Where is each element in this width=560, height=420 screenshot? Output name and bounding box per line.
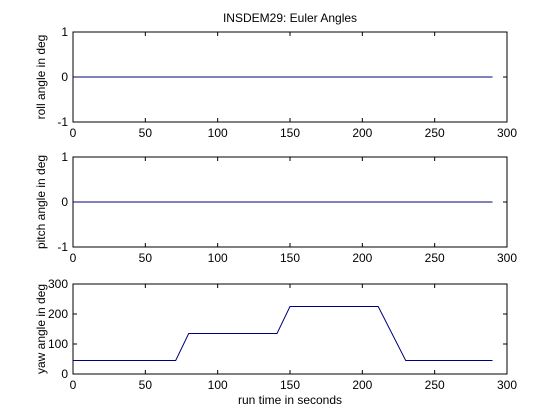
y-axis-label: yaw angle in deg [34,284,48,374]
x-tick-label: 250 [425,251,445,265]
x-tick-label: 300 [497,378,517,392]
x-tick-label: 0 [70,251,77,265]
y-axis-label: pitch angle in deg [34,155,48,249]
y-tick-label: 0 [61,195,68,209]
y-tick-label: 0 [61,70,68,84]
x-tick-label: 150 [280,378,300,392]
x-tick-label: 200 [352,126,372,140]
x-tick-label: 150 [280,126,300,140]
x-tick-label: 250 [425,378,445,392]
x-tick-label: 50 [139,251,153,265]
x-tick-label: 250 [425,126,445,140]
x-tick-label: 50 [139,378,153,392]
x-tick-label: 100 [208,126,228,140]
x-tick-label: 100 [208,251,228,265]
x-tick-label: 50 [139,126,153,140]
y-tick-label: 1 [61,25,68,39]
y-axis-label: roll angle in deg [34,35,48,120]
x-tick-label: 200 [352,251,372,265]
y-tick-label: 100 [48,337,68,351]
x-tick-label: 200 [352,378,372,392]
x-tick-label: 0 [70,378,77,392]
x-tick-label: 300 [497,126,517,140]
series-line [73,306,493,361]
x-tick-label: 100 [208,378,228,392]
x-axis-label: run time in seconds [238,393,342,407]
chart-title: INSDEM29: Euler Angles [223,11,357,25]
y-tick-label: 200 [48,307,68,321]
x-tick-label: 300 [497,251,517,265]
x-tick-label: 0 [70,126,77,140]
axes-frame [72,283,508,375]
y-tick-label: 0 [61,367,68,381]
y-tick-label: -1 [57,115,68,129]
y-tick-label: 1 [61,150,68,164]
y-tick-label: -1 [57,240,68,254]
y-tick-label: 300 [48,277,68,291]
x-tick-label: 150 [280,251,300,265]
